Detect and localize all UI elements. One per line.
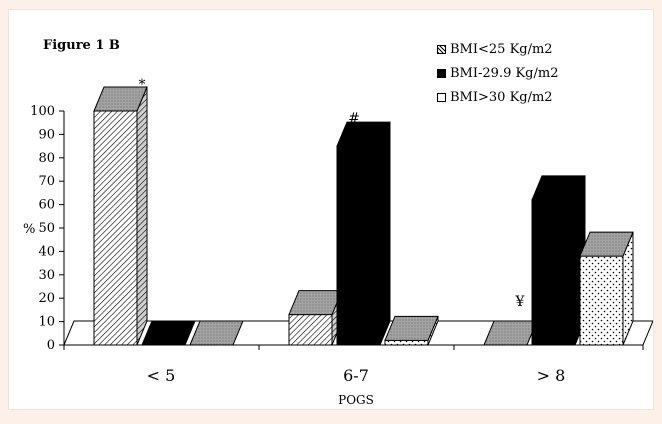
y-tick-label: 0 xyxy=(47,338,55,353)
y-tick-label: 10 xyxy=(38,315,55,330)
y-tick-label: 90 xyxy=(38,127,55,142)
bar-front xyxy=(93,110,138,346)
bar xyxy=(531,175,586,346)
y-tick-label: 80 xyxy=(38,151,55,166)
bar xyxy=(336,121,391,346)
bar-side xyxy=(136,86,148,346)
significance-marker: * xyxy=(139,77,146,93)
y-tick-label: 40 xyxy=(38,244,55,259)
legend-swatch xyxy=(437,68,446,78)
y-tick-label: 100 xyxy=(30,104,55,119)
bar xyxy=(288,290,343,346)
x-category-label: 6-7 xyxy=(343,366,369,385)
bar-front xyxy=(336,145,381,346)
bar-top xyxy=(93,86,148,112)
bar-top xyxy=(336,121,391,147)
y-tick-label: 50 xyxy=(38,221,55,236)
legend-swatch xyxy=(437,44,446,54)
legend-swatch xyxy=(437,92,446,102)
bar-top xyxy=(579,231,634,257)
bar-chart: 0 10 20 30 40 50 60 70 80 90 100 % < 5 6-7 > 8 POGS * # ¥ xyxy=(23,77,653,407)
bar xyxy=(384,315,439,346)
bar-top xyxy=(384,315,439,341)
bar-top xyxy=(189,320,244,346)
bar-front xyxy=(384,339,429,346)
bar-front xyxy=(579,255,624,346)
bar-top xyxy=(531,175,586,201)
x-category-label: > 8 xyxy=(537,366,566,385)
bar-front xyxy=(531,199,576,346)
bar-top xyxy=(141,320,196,346)
x-category-label: < 5 xyxy=(147,366,176,385)
y-tick-label: 70 xyxy=(38,174,55,189)
y-tick-label: 20 xyxy=(38,291,55,306)
significance-marker: # xyxy=(348,111,360,127)
bar-side xyxy=(379,121,391,346)
bar-front xyxy=(288,314,333,346)
x-axis-label: POGS xyxy=(338,393,374,407)
y-tick-label: 60 xyxy=(38,198,55,213)
bar xyxy=(141,320,196,346)
bar xyxy=(579,231,634,346)
significance-marker: ¥ xyxy=(515,294,525,310)
bar xyxy=(93,86,148,346)
legend: BMI<25 Kg/m2 BMI-29.9 Kg/m2 BMI>30 Kg/m2 xyxy=(437,37,558,109)
y-tick-label: 30 xyxy=(38,268,55,283)
legend-label: BMI-29.9 Kg/m2 xyxy=(450,65,559,81)
bar xyxy=(189,320,244,346)
legend-item: BMI>30 Kg/m2 xyxy=(437,85,558,109)
y-axis-label: % xyxy=(23,222,35,237)
figure-title: Figure 1 B xyxy=(43,38,120,53)
legend-label: BMI<25 Kg/m2 xyxy=(450,41,553,57)
legend-label: BMI>30 Kg/m2 xyxy=(450,89,553,105)
legend-item: BMI-29.9 Kg/m2 xyxy=(437,61,558,85)
legend-item: BMI<25 Kg/m2 xyxy=(437,37,558,61)
chart-panel: 0 10 20 30 40 50 60 70 80 90 100 % < 5 6-7 > 8 POGS * # ¥… xyxy=(8,9,654,410)
